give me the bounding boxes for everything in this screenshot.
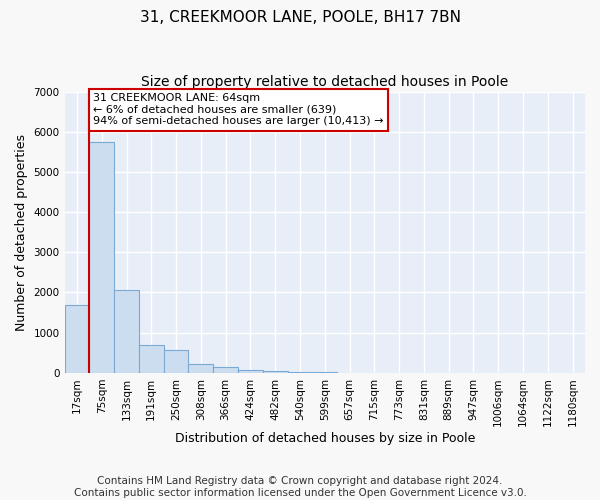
Bar bbox=[263, 371, 287, 373]
Bar bbox=[287, 372, 313, 373]
X-axis label: Distribution of detached houses by size in Poole: Distribution of detached houses by size … bbox=[175, 432, 475, 445]
Bar bbox=[238, 370, 263, 373]
Bar bbox=[114, 290, 139, 373]
Y-axis label: Number of detached properties: Number of detached properties bbox=[15, 134, 28, 330]
Bar bbox=[89, 142, 114, 373]
Text: 31 CREEKMOOR LANE: 64sqm
← 6% of detached houses are smaller (639)
94% of semi-d: 31 CREEKMOOR LANE: 64sqm ← 6% of detache… bbox=[93, 93, 383, 126]
Bar bbox=[139, 344, 164, 373]
Title: Size of property relative to detached houses in Poole: Size of property relative to detached ho… bbox=[141, 75, 508, 89]
Bar bbox=[164, 350, 188, 373]
Text: 31, CREEKMOOR LANE, POOLE, BH17 7BN: 31, CREEKMOOR LANE, POOLE, BH17 7BN bbox=[139, 10, 461, 25]
Bar bbox=[313, 372, 337, 373]
Bar bbox=[188, 364, 213, 373]
Bar bbox=[65, 304, 89, 373]
Text: Contains HM Land Registry data © Crown copyright and database right 2024.
Contai: Contains HM Land Registry data © Crown c… bbox=[74, 476, 526, 498]
Bar bbox=[213, 367, 238, 373]
